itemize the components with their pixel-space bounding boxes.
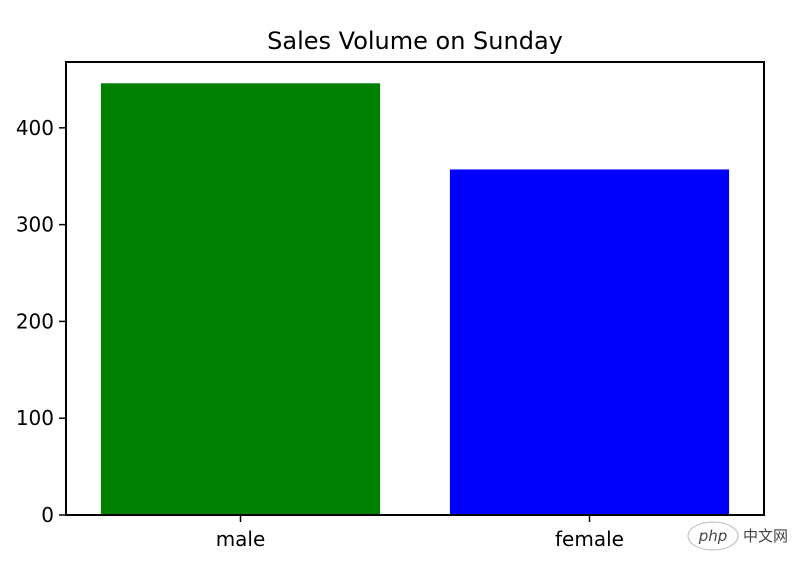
y-tick-label: 200 (16, 309, 54, 333)
chart-title: Sales Volume on Sunday (267, 27, 563, 55)
y-axis: 0 100 200 300 400 (16, 116, 66, 527)
y-tick-label: 300 (16, 213, 54, 237)
php-logo-text: php (698, 527, 728, 545)
plot-frame (65, 61, 765, 516)
y-tick-label: 400 (16, 116, 54, 140)
x-tick-label: male (216, 527, 266, 551)
bar-female (449, 169, 730, 515)
site-name-text: 中文网 (743, 527, 788, 545)
php-logo (687, 521, 739, 551)
bar-male (100, 83, 381, 516)
x-axis: male female (216, 515, 624, 551)
site-watermark: php 中文网 (687, 521, 788, 551)
y-tick-label: 0 (41, 503, 54, 527)
x-tick-label: female (555, 527, 624, 551)
bars-layer (100, 83, 730, 516)
y-tick-label: 100 (16, 406, 54, 430)
